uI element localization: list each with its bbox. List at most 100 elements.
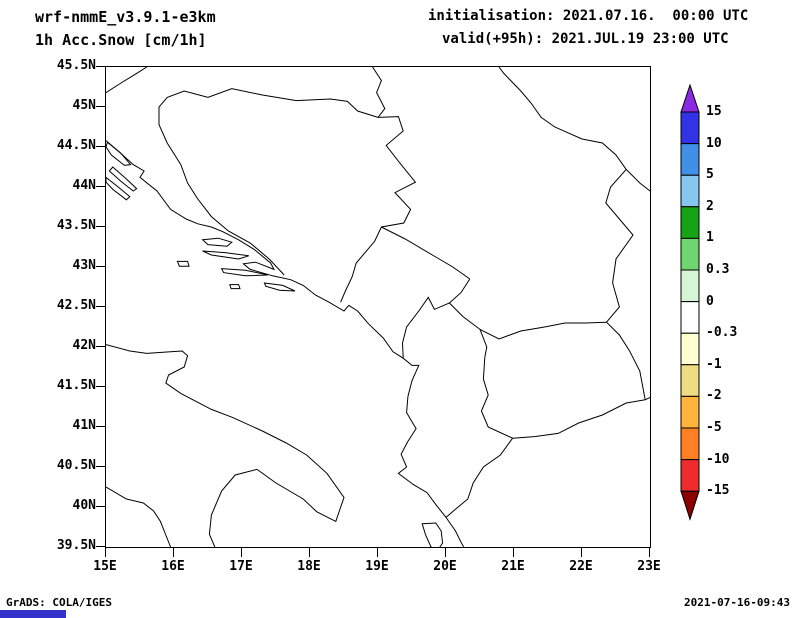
dugi-otok-island	[106, 176, 131, 201]
greece-macedonia-border	[512, 399, 646, 439]
colorbar-tick-label: 2	[706, 198, 714, 214]
bulgaria-romania-border	[625, 169, 650, 192]
y-axis-tick-mark	[96, 186, 105, 187]
y-axis-tick-label: 44.5N	[56, 138, 96, 153]
colorbar-tick-label: -0.3	[706, 325, 738, 341]
hvar-island	[202, 250, 249, 260]
lastovo-island	[229, 284, 241, 290]
y-axis-tick-mark	[96, 106, 105, 107]
x-axis-tick-label: 16E	[161, 559, 185, 574]
colorbar-segment	[680, 332, 700, 366]
x-axis-tick-mark	[581, 548, 582, 557]
serbia-montenegro-border	[381, 226, 471, 280]
x-axis-tick-label: 22E	[569, 559, 593, 574]
italy-tyrrhenian-coastline	[106, 486, 172, 547]
x-axis-tick-label: 17E	[229, 559, 253, 574]
y-axis-tick-label: 40N	[72, 498, 96, 513]
colorbar-segment	[680, 143, 700, 176]
x-axis-tick-mark	[105, 548, 106, 557]
y-axis-tick-mark	[96, 546, 105, 547]
x-axis-tick-mark	[173, 548, 174, 557]
brac-island	[201, 237, 233, 247]
croatia-bosnia-border	[158, 88, 379, 276]
x-axis-tick-label: 21E	[501, 559, 525, 574]
vis-island	[176, 260, 190, 267]
mljet-island	[263, 282, 296, 292]
y-axis-tick-mark	[96, 466, 105, 467]
macedonia-bulgaria-border	[606, 321, 646, 400]
colorbar-tick-label: -10	[706, 451, 730, 467]
x-axis-tick-mark	[649, 548, 650, 557]
y-axis-tick-mark	[96, 386, 105, 387]
colorbar-scale	[680, 83, 700, 521]
x-axis-tick-mark	[513, 548, 514, 557]
colorbar-segment	[680, 395, 700, 429]
colorbar-segment	[680, 427, 700, 461]
colorbar-segment	[680, 174, 700, 208]
colorbar-segment	[680, 237, 700, 271]
grads-footer-accent-bar	[0, 610, 66, 618]
y-axis-tick-label: 42.5N	[56, 298, 96, 313]
map-frame	[105, 66, 651, 548]
x-axis-tick-label: 19E	[365, 559, 389, 574]
colorbar-arrow-bottom	[680, 490, 700, 521]
y-axis-tick-mark	[96, 66, 105, 67]
colorbar-tick-label: -2	[706, 388, 722, 404]
pag-island	[106, 141, 132, 166]
x-axis-tick-label: 20E	[433, 559, 457, 574]
x-axis-tick-label: 18E	[297, 559, 321, 574]
y-axis-tick-mark	[96, 426, 105, 427]
colorbar-segment	[680, 269, 700, 303]
initialisation-time: initialisation: 2021.07.16. 00:00 UTC	[428, 8, 749, 24]
colorbar-tick-label: 1	[706, 230, 714, 246]
ugljan-pasman-islands	[108, 166, 138, 192]
albania-macedonia-border	[480, 357, 513, 439]
croatia-serbia-border	[372, 67, 386, 118]
colorbar-tick-label: 0.3	[706, 262, 730, 277]
montenegro-albania-border	[401, 278, 471, 359]
grads-credit: GrADS: COLA/IGES	[6, 596, 112, 609]
korcula-island	[220, 268, 268, 277]
colorbar-tick-label: 10	[706, 135, 722, 151]
y-axis-tick-label: 41.5N	[56, 378, 96, 393]
colorbar-segment	[680, 111, 700, 145]
map-canvas	[106, 67, 650, 547]
corfu-island	[421, 522, 444, 547]
colorbar-tick-label: 15	[706, 104, 722, 119]
y-axis-tick-label: 43N	[72, 258, 96, 273]
serbia-romania-border	[498, 67, 627, 170]
field-title: 1h Acc.Snow [cm/1h]	[35, 31, 207, 49]
colorbar-tick-label: 0	[706, 293, 714, 309]
bosnia-serbia-montenegro-border	[340, 116, 417, 303]
colorbar-arrow-top	[680, 83, 700, 113]
greece-bulgaria-border	[644, 396, 650, 401]
valid-time: valid(+95h): 2021.JUL.19 23:00 UTC	[442, 31, 729, 47]
y-axis-tick-mark	[96, 306, 105, 307]
y-axis-tick-label: 41N	[72, 418, 96, 433]
x-axis-tick-mark	[445, 548, 446, 557]
y-axis-tick-mark	[96, 226, 105, 227]
y-axis-tick-label: 40.5N	[56, 458, 96, 473]
serbia-macedonia-border	[479, 321, 607, 340]
y-axis-tick-mark	[96, 506, 105, 507]
colorbar-segment	[680, 301, 700, 334]
y-axis-tick-label: 43.5N	[56, 218, 96, 233]
slovenia-croatia-border	[106, 67, 148, 94]
x-axis-tick-mark	[377, 548, 378, 557]
x-axis-tick-mark	[309, 548, 310, 557]
y-axis-tick-mark	[96, 266, 105, 267]
x-axis-tick-label: 15E	[93, 559, 117, 574]
colorbar-tick-label: -1	[706, 356, 722, 372]
colorbar-segment	[680, 364, 700, 397]
colorbar-segment	[680, 459, 700, 492]
albania-greece-border	[445, 437, 514, 518]
model-version-title: wrf-nmmE_v3.9.1-e3km	[35, 8, 216, 26]
colorbar-tick-label: 5	[706, 167, 714, 183]
serbia-bulgaria-border	[605, 169, 634, 323]
y-axis-tick-mark	[96, 346, 105, 347]
colorbar-tick-label: -15	[706, 483, 730, 499]
italy-adriatic-ionian-coastline	[106, 344, 345, 547]
colorbar-tick-label: -5	[706, 420, 722, 435]
